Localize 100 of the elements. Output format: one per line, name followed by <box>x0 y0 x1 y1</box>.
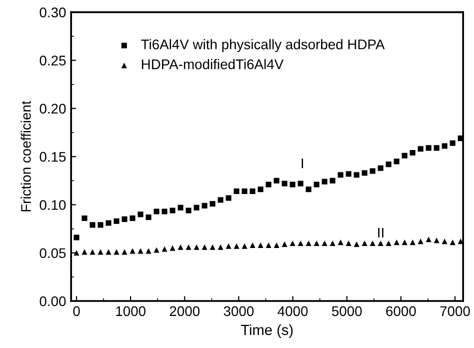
point <box>450 140 456 146</box>
point <box>274 242 280 248</box>
point <box>82 215 88 221</box>
y-tick-label: 0.25 <box>40 56 66 66</box>
point <box>146 214 152 220</box>
point <box>410 150 416 156</box>
point <box>74 234 80 240</box>
point <box>306 240 312 246</box>
point <box>354 241 360 247</box>
point <box>218 197 224 203</box>
point <box>266 242 272 248</box>
point <box>202 244 208 250</box>
point <box>178 244 184 250</box>
point <box>402 240 408 246</box>
x-tick-label: 6000 <box>386 306 416 316</box>
point <box>258 186 264 192</box>
point <box>106 220 112 226</box>
point <box>394 240 400 246</box>
point <box>306 186 312 192</box>
point <box>370 168 376 174</box>
point <box>266 182 272 188</box>
point <box>402 152 408 158</box>
point <box>114 249 120 255</box>
point <box>210 201 216 207</box>
point <box>378 165 384 171</box>
point <box>178 204 184 210</box>
point <box>282 241 288 247</box>
point <box>154 247 160 253</box>
point <box>410 240 416 246</box>
annotation: I <box>302 158 304 168</box>
point <box>146 248 152 254</box>
point <box>450 240 456 246</box>
point <box>378 240 384 246</box>
point <box>386 162 392 168</box>
point <box>282 180 288 186</box>
point <box>170 245 176 251</box>
x-axis-title: Time (s) <box>240 324 293 338</box>
y-tick-label: 0.30 <box>40 8 66 18</box>
point <box>370 240 376 246</box>
point <box>186 208 192 214</box>
x-tick-label: 7000 <box>440 306 470 316</box>
point <box>346 240 352 246</box>
point <box>338 240 344 246</box>
point <box>194 204 200 210</box>
x-tick-label: 1000 <box>116 306 146 316</box>
y-tick-label: 0.15 <box>40 152 66 162</box>
x-tick-label: 4000 <box>278 306 308 316</box>
point <box>98 222 104 228</box>
point <box>90 222 96 228</box>
point <box>274 178 280 184</box>
point <box>186 244 192 250</box>
point <box>130 248 136 254</box>
point <box>354 172 360 178</box>
point <box>74 250 80 256</box>
point <box>242 243 248 249</box>
point <box>226 243 232 249</box>
point <box>338 172 344 178</box>
point <box>234 243 240 249</box>
point <box>170 208 176 214</box>
point <box>202 202 208 208</box>
point <box>106 249 112 255</box>
point <box>330 240 336 246</box>
point <box>234 188 240 194</box>
point <box>250 242 256 248</box>
point <box>298 180 304 186</box>
point <box>298 240 304 246</box>
point <box>138 248 144 254</box>
point <box>426 145 432 151</box>
point <box>434 145 440 151</box>
point <box>226 195 232 201</box>
point <box>122 249 128 255</box>
legend-label: HDPA-modifiedTi6Al4V <box>142 59 284 70</box>
point <box>442 143 448 149</box>
point <box>362 240 368 246</box>
point <box>386 240 392 246</box>
point <box>322 240 328 246</box>
y-axis-title: Friction coefficient <box>20 100 31 212</box>
x-tick-label: 2000 <box>170 306 200 316</box>
point <box>194 244 200 250</box>
legend-label: Ti6Al4V with physically adsorbed HDPA <box>141 39 385 52</box>
point <box>138 212 144 218</box>
x-tick-label: 0 <box>73 306 80 316</box>
point <box>362 170 368 176</box>
point <box>130 215 136 221</box>
annotation: II <box>378 228 384 238</box>
point <box>314 182 320 188</box>
point <box>210 244 216 250</box>
x-tick-label: 3000 <box>224 306 254 316</box>
y-tick-label: 0.10 <box>40 200 66 210</box>
point <box>90 249 96 255</box>
point <box>394 158 400 164</box>
point <box>242 188 248 194</box>
point <box>218 244 224 250</box>
y-tick-label: 0.00 <box>40 296 66 306</box>
point <box>154 208 160 214</box>
point <box>250 188 256 194</box>
point <box>314 240 320 246</box>
x-tick-label: 5000 <box>332 306 362 316</box>
point <box>322 178 328 184</box>
y-tick-label: 0.05 <box>40 248 66 258</box>
